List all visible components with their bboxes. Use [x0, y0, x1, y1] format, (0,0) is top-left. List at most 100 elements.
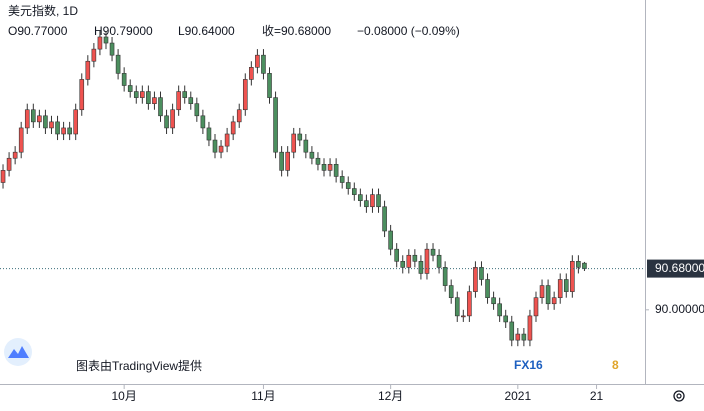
candle-body — [55, 121, 60, 135]
candle-body — [152, 97, 157, 104]
candle-body — [358, 194, 363, 201]
candle-body — [218, 145, 224, 153]
candle-body — [497, 303, 502, 317]
x-tick-label: 21 — [590, 389, 604, 403]
chart-title: 美元指数, 1D — [8, 3, 78, 18]
candle-body — [12, 151, 18, 159]
candle-body — [309, 151, 315, 159]
ohlc-label: 收=90.68000 — [262, 24, 331, 38]
candle-body — [261, 54, 266, 74]
candle-body — [467, 291, 472, 317]
candle-body — [563, 279, 569, 292]
candle-body — [473, 267, 478, 292]
candle-body — [442, 267, 448, 286]
candle-body — [85, 60, 91, 80]
candle-body — [43, 115, 48, 129]
candle-body — [321, 164, 327, 171]
candle-body — [206, 127, 212, 141]
x-tick-label: 11月 — [251, 389, 275, 403]
x-tick-label: 12月 — [378, 389, 403, 403]
candle-body — [412, 254, 418, 262]
candle-body — [297, 133, 303, 141]
candle-body — [230, 121, 236, 135]
candle-body — [91, 48, 97, 62]
candle-body — [351, 188, 357, 195]
candle-body — [364, 200, 369, 208]
ohlc-label: H90.79000 — [94, 24, 153, 38]
candle-body — [242, 79, 248, 111]
candle-body — [394, 248, 399, 262]
candle-body — [545, 285, 551, 305]
candle-body — [448, 285, 454, 298]
candle-body — [485, 279, 490, 298]
candle-body — [224, 133, 230, 147]
candle-body — [539, 285, 545, 298]
candle-body — [212, 139, 218, 153]
candle-body — [79, 79, 85, 111]
candle-body — [491, 297, 496, 305]
x-tick-label: 2021 — [504, 389, 531, 403]
candle-body — [121, 73, 127, 86]
candle-body — [140, 91, 145, 98]
logo-accent: 8 — [612, 358, 619, 372]
logo-circle — [4, 338, 32, 366]
candle-body — [315, 157, 321, 165]
gear-ring — [673, 390, 685, 402]
last-price-box — [647, 259, 704, 278]
candle-body — [97, 36, 103, 50]
candle-body — [406, 254, 412, 268]
candle-body — [339, 176, 345, 183]
candle-body — [182, 91, 188, 98]
candle-body — [376, 194, 381, 208]
candle-body — [115, 54, 121, 74]
candle-body — [303, 139, 309, 153]
candle-body — [479, 267, 484, 280]
candle-body — [461, 315, 466, 318]
candle-body — [582, 262, 587, 269]
candle-body — [430, 248, 436, 256]
gear-hub — [676, 393, 682, 399]
candle-body — [255, 54, 260, 68]
candle-body — [109, 42, 115, 56]
candle-body — [291, 133, 297, 153]
attribution: 图表由TradingView提供 — [76, 358, 202, 373]
watermark: FX16 8 — [514, 358, 619, 372]
candle-body — [31, 109, 36, 123]
candle-body — [73, 109, 79, 135]
candle-body — [515, 333, 521, 341]
candle-body — [133, 91, 139, 98]
candle-body — [503, 315, 509, 323]
candle-body — [103, 36, 109, 44]
candle-body — [158, 97, 163, 117]
candle-body — [521, 333, 527, 341]
candle-body — [164, 115, 169, 129]
candle-body — [327, 164, 333, 171]
candle-body — [170, 109, 175, 129]
candle-body — [418, 261, 424, 274]
candle-body — [188, 97, 194, 104]
candle-body — [400, 261, 406, 268]
candle-body — [333, 164, 339, 177]
candle-body — [285, 151, 290, 171]
ohlc-label: O90.77000 — [8, 24, 68, 38]
candle-body — [176, 91, 181, 111]
settings-icon[interactable] — [673, 390, 685, 402]
candle-body — [37, 115, 42, 123]
candle-body — [436, 254, 442, 268]
candle-body — [576, 261, 581, 268]
candle-body — [388, 230, 393, 250]
candle-body — [18, 127, 24, 153]
tv-logo — [4, 338, 32, 366]
candle-body — [509, 321, 515, 341]
candle-body — [273, 97, 278, 153]
candle-body — [533, 297, 539, 317]
candle-body — [67, 127, 72, 135]
candle-body — [570, 261, 575, 292]
candle-body — [267, 73, 272, 98]
candle-body — [146, 91, 151, 104]
candle-body — [279, 151, 284, 171]
candle-body — [249, 66, 254, 80]
